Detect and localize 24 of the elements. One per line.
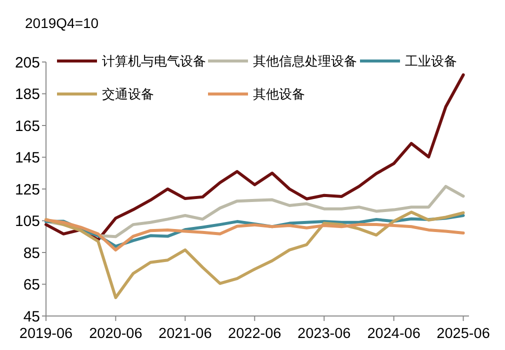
line-series [44, 73, 465, 242]
y-tick-label: 205 [14, 54, 40, 72]
legend-label: 交通设备 [102, 86, 154, 102]
x-tick-label: 2025-06 [436, 326, 490, 342]
y-tick-label: 125 [14, 181, 40, 198]
line-series [44, 210, 465, 300]
y-tick-label: 85 [23, 244, 40, 262]
legend-label: 其他信息处理设备 [253, 54, 357, 69]
y-tick-label: 185 [14, 86, 40, 103]
text: 2019Q4=10 [25, 15, 99, 31]
x-tick-label: 2021-06 [158, 326, 212, 342]
y-tick-label: 45 [23, 308, 40, 326]
y-tick-label: 105 [14, 213, 40, 230]
x-tick-label: 2020-06 [89, 326, 142, 342]
y-tick-label: 165 [14, 118, 40, 135]
legend-label: 工业设备 [405, 54, 457, 69]
y-tick-label: 145 [14, 150, 40, 166]
x-tick-label: 2019-06 [19, 326, 73, 342]
x-tick-label: 2022-06 [228, 326, 282, 342]
legend-label: 计算机与电气设备 [102, 54, 206, 69]
x-tick-label: 2023-06 [298, 326, 351, 342]
x-tick-label: 2024-06 [367, 326, 420, 342]
y-tick-label: 65 [23, 276, 40, 294]
legend-label: 其他设备 [253, 86, 305, 102]
